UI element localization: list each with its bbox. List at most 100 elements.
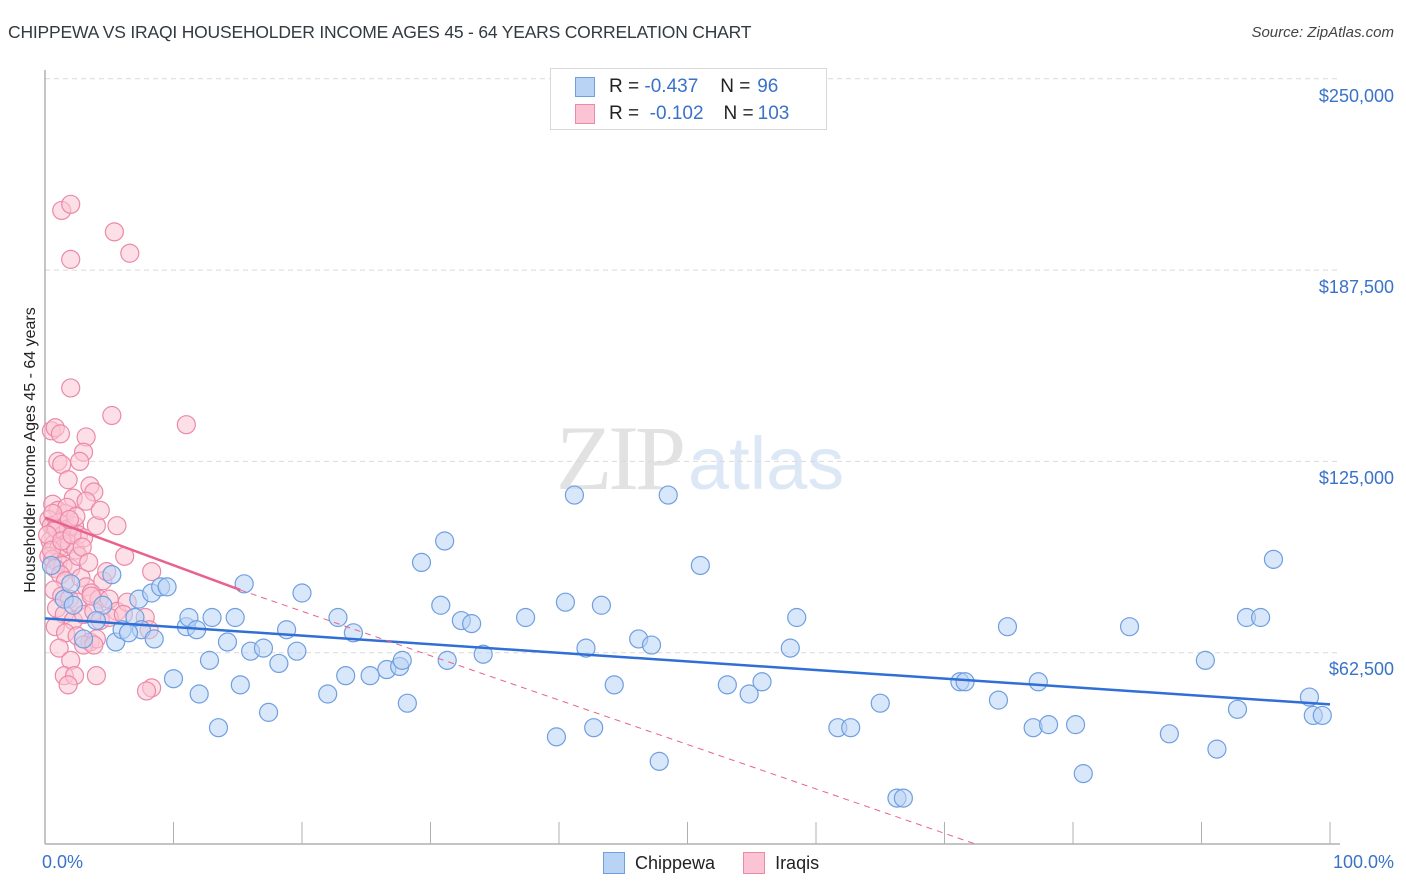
data-point[interactable] — [392, 650, 412, 670]
data-point[interactable] — [690, 555, 710, 576]
data-point[interactable] — [1251, 607, 1271, 628]
data-point[interactable] — [649, 751, 669, 771]
data-point[interactable] — [157, 577, 177, 597]
data-point[interactable] — [1227, 699, 1248, 719]
data-point[interactable] — [202, 607, 222, 628]
data-point[interactable] — [41, 555, 62, 576]
r-label: R = — [609, 103, 640, 124]
data-point[interactable] — [997, 617, 1018, 637]
data-point[interactable] — [76, 491, 96, 511]
data-point[interactable] — [49, 638, 69, 658]
data-point[interactable] — [61, 194, 81, 214]
data-point[interactable] — [515, 607, 536, 628]
data-point[interactable] — [142, 561, 162, 582]
r-value-chippewa: -0.437 — [644, 76, 699, 97]
data-point[interactable] — [360, 666, 380, 686]
data-point[interactable] — [144, 629, 164, 649]
data-point[interactable] — [90, 500, 110, 520]
data-point[interactable] — [955, 672, 975, 692]
n-label: N = — [720, 76, 751, 97]
y-tick-62500: $62,500 — [1328, 659, 1394, 679]
n-value-chippewa: 96 — [757, 76, 779, 97]
data-point[interactable] — [61, 378, 81, 398]
data-point[interactable] — [208, 718, 229, 738]
data-point[interactable] — [287, 641, 307, 661]
data-point[interactable] — [564, 485, 585, 505]
data-point[interactable] — [86, 666, 107, 686]
data-point[interactable] — [988, 690, 1009, 710]
data-point[interactable] — [258, 702, 279, 722]
data-point[interactable] — [658, 485, 678, 505]
data-point[interactable] — [118, 623, 139, 643]
data-point[interactable] — [50, 424, 71, 444]
data-point[interactable] — [176, 415, 196, 435]
data-point[interactable] — [584, 718, 604, 738]
data-point[interactable] — [61, 249, 81, 269]
data-point[interactable] — [787, 607, 807, 628]
data-point[interactable] — [555, 592, 576, 612]
data-point[interactable] — [102, 405, 122, 426]
data-point[interactable] — [292, 583, 312, 603]
data-point[interactable] — [604, 675, 624, 695]
data-point[interactable] — [343, 623, 363, 643]
data-point[interactable] — [269, 653, 289, 674]
data-point[interactable] — [437, 650, 457, 670]
data-point[interactable] — [104, 222, 124, 242]
data-point[interactable] — [136, 681, 157, 701]
data-point[interactable] — [61, 574, 81, 594]
data-point[interactable] — [1028, 672, 1048, 692]
data-point[interactable] — [717, 675, 737, 695]
data-point[interactable] — [1159, 724, 1179, 744]
data-point[interactable] — [217, 632, 238, 652]
data-point[interactable] — [253, 638, 274, 658]
data-point[interactable] — [1195, 650, 1215, 670]
data-point[interactable] — [70, 451, 90, 471]
data-point[interactable] — [58, 675, 78, 695]
data-point[interactable] — [1263, 549, 1284, 569]
data-point[interactable] — [120, 243, 140, 263]
data-point[interactable] — [752, 672, 772, 692]
data-point[interactable] — [739, 684, 759, 704]
data-point[interactable] — [591, 595, 612, 615]
data-point[interactable] — [870, 693, 890, 713]
data-point[interactable] — [841, 718, 861, 738]
chart-title: CHIPPEWA VS IRAQI HOUSEHOLDER INCOME AGE… — [8, 22, 752, 42]
data-point[interactable] — [462, 614, 482, 634]
data-point[interactable] — [397, 693, 417, 713]
data-point[interactable] — [1207, 739, 1227, 759]
data-point[interactable] — [230, 675, 250, 695]
data-point[interactable] — [225, 607, 245, 628]
data-point[interactable] — [336, 666, 356, 686]
data-point[interactable] — [576, 638, 596, 658]
data-point[interactable] — [1119, 617, 1140, 637]
data-point[interactable] — [102, 565, 122, 585]
data-point[interactable] — [1312, 705, 1332, 726]
data-point[interactable] — [328, 607, 348, 628]
data-point[interactable] — [1038, 715, 1059, 735]
data-point[interactable] — [431, 595, 451, 615]
data-point[interactable] — [73, 629, 94, 649]
data-point[interactable] — [435, 531, 455, 551]
data-point[interactable] — [189, 684, 209, 704]
data-point[interactable] — [163, 669, 184, 689]
data-point[interactable] — [411, 552, 432, 573]
data-point[interactable] — [234, 574, 254, 594]
data-point[interactable] — [199, 650, 220, 670]
data-point[interactable] — [58, 470, 78, 490]
data-point[interactable] — [473, 644, 493, 664]
data-point[interactable] — [1065, 715, 1086, 735]
data-point[interactable] — [107, 516, 127, 536]
data-point[interactable] — [318, 684, 338, 704]
trend-lines — [44, 516, 1331, 845]
data-point[interactable] — [546, 727, 567, 747]
data-point[interactable] — [1073, 764, 1093, 784]
data-point[interactable] — [893, 788, 913, 808]
data-point[interactable] — [79, 552, 99, 573]
data-point[interactable] — [1023, 718, 1043, 738]
legend-item-iraqis[interactable]: Iraqis — [743, 852, 819, 874]
legend-item-chippewa[interactable]: Chippewa — [603, 852, 715, 874]
data-point[interactable] — [641, 635, 662, 655]
data-point[interactable] — [63, 595, 83, 615]
data-point[interactable] — [780, 638, 800, 658]
